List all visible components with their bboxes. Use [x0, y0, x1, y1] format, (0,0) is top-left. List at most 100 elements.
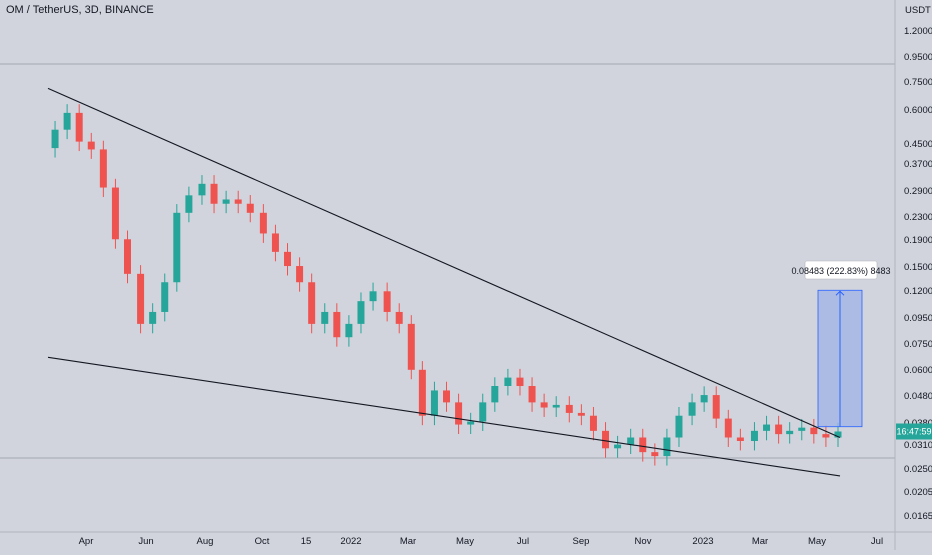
candle-down[interactable]	[75, 112, 83, 142]
candle-down[interactable]	[577, 412, 585, 416]
candle-down[interactable]	[775, 424, 783, 435]
candle-up[interactable]	[552, 404, 560, 408]
candle-down[interactable]	[407, 323, 415, 370]
candle-up[interactable]	[663, 437, 671, 457]
candle-down[interactable]	[528, 386, 536, 403]
candle-up[interactable]	[834, 431, 842, 438]
candle-up[interactable]	[627, 437, 635, 445]
candle-up[interactable]	[750, 430, 758, 441]
candle-down[interactable]	[602, 430, 610, 449]
candle-down[interactable]	[210, 183, 218, 204]
candle-down[interactable]	[589, 415, 597, 431]
time-tick: 2023	[692, 536, 713, 547]
time-tick: Nov	[635, 536, 652, 547]
candle-down[interactable]	[443, 390, 451, 403]
candle-up[interactable]	[345, 323, 353, 338]
candle-up[interactable]	[198, 183, 206, 196]
candle-up[interactable]	[161, 282, 169, 312]
candle-down[interactable]	[651, 452, 659, 457]
candle-up[interactable]	[222, 199, 230, 204]
candle-down[interactable]	[822, 434, 830, 438]
candle-up[interactable]	[149, 311, 157, 324]
candle-up[interactable]	[357, 301, 365, 324]
measure-arrowhead-icon	[835, 290, 845, 296]
candle-up[interactable]	[688, 402, 696, 416]
chart-title: OM / TetherUS, 3D, BINANCE	[6, 4, 154, 16]
candle-down[interactable]	[308, 282, 316, 324]
candle-down[interactable]	[565, 404, 573, 413]
trendlines[interactable]	[47, 87, 841, 477]
time-tick: Oct	[255, 536, 270, 547]
candle-up[interactable]	[430, 390, 438, 416]
candle-down[interactable]	[111, 187, 119, 240]
current-price-label: 16:47:59	[896, 426, 931, 436]
candle-down[interactable]	[259, 212, 267, 234]
candle-down[interactable]	[418, 369, 426, 416]
candle-up[interactable]	[614, 444, 622, 449]
candle-up[interactable]	[369, 291, 377, 302]
lower-trendline[interactable]	[47, 356, 841, 477]
candle-down[interactable]	[296, 266, 304, 283]
candle-down[interactable]	[810, 427, 818, 435]
time-axis[interactable]: Apr Jun Aug Oct 15 2022 Mar May Jul Sep …	[79, 536, 883, 547]
candle-up[interactable]	[185, 195, 193, 213]
candle-down[interactable]	[137, 273, 145, 324]
candle-up[interactable]	[798, 427, 806, 431]
candle-down[interactable]	[87, 141, 95, 150]
candle-up[interactable]	[467, 421, 475, 425]
candlestick-series[interactable]	[51, 104, 842, 466]
candle-down[interactable]	[516, 377, 524, 387]
candle-up[interactable]	[321, 311, 329, 324]
candle-down[interactable]	[455, 402, 463, 425]
candle-down[interactable]	[234, 199, 242, 204]
candle-down[interactable]	[271, 233, 279, 252]
candle-up[interactable]	[763, 424, 771, 431]
candle-down[interactable]	[736, 437, 744, 441]
candle-up[interactable]	[504, 377, 512, 387]
time-tick: Aug	[197, 536, 214, 547]
time-tick: 2022	[340, 536, 361, 547]
candle-up[interactable]	[786, 430, 794, 435]
candle-up[interactable]	[479, 402, 487, 422]
candle-up[interactable]	[51, 129, 59, 149]
candle-down[interactable]	[333, 311, 341, 338]
candle-up[interactable]	[491, 386, 499, 403]
candle-up[interactable]	[173, 212, 181, 283]
price-axis-currency: USDT	[905, 5, 931, 16]
candle-down[interactable]	[383, 291, 391, 312]
candle-down[interactable]	[540, 402, 548, 408]
price-range-measure[interactable]: 0.08483 (222.83%) 8483	[791, 260, 891, 428]
upper-trendline[interactable]	[47, 87, 841, 439]
current-price-badge	[896, 423, 932, 440]
candle-up[interactable]	[700, 395, 708, 403]
candle-down[interactable]	[246, 203, 254, 213]
candle-down[interactable]	[724, 418, 732, 438]
candle-down[interactable]	[639, 437, 647, 453]
price-tick: 0.01650	[904, 511, 932, 522]
time-tick: Mar	[752, 536, 768, 547]
time-tick: Jun	[138, 536, 153, 547]
candle-down[interactable]	[284, 251, 292, 267]
candle-down[interactable]	[395, 311, 403, 324]
candle-down[interactable]	[99, 149, 107, 188]
candle-down[interactable]	[124, 239, 132, 274]
candle-up[interactable]	[675, 415, 683, 438]
time-tick: Mar	[400, 536, 416, 547]
time-tick: 15	[301, 536, 312, 547]
candle-down[interactable]	[712, 395, 720, 419]
candle-up[interactable]	[63, 112, 71, 130]
